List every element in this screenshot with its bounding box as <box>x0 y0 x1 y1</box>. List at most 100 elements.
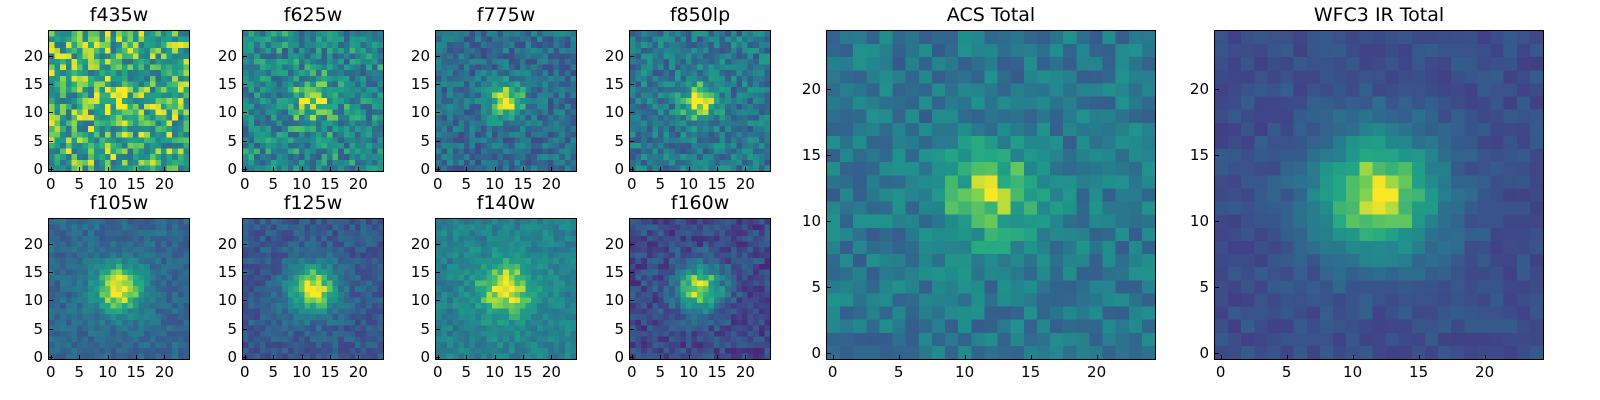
x-tick-label: 5 <box>74 363 85 381</box>
x-tick-label: 5 <box>893 363 904 381</box>
x-tick-label: 10 <box>1343 363 1363 381</box>
x-tick-label: 5 <box>1281 363 1292 381</box>
x-tick-mark <box>745 167 747 171</box>
y-tick-label: 0 <box>614 160 624 179</box>
y-tick-mark <box>49 55 53 57</box>
y-tick-mark <box>436 169 440 171</box>
y-tick-mark <box>49 243 53 245</box>
y-tick-label: 5 <box>33 319 43 338</box>
x-tick-label: 20 <box>348 175 368 193</box>
x-tick-label: 0 <box>827 363 838 381</box>
heatmap-image <box>436 219 576 359</box>
panel-title: f625w <box>283 4 343 26</box>
y-tick-label: 20 <box>604 46 624 65</box>
panel-title: f435w <box>89 4 149 26</box>
x-tick-mark <box>688 355 690 359</box>
x-tick-mark <box>1220 355 1222 359</box>
panel-f105w: f105w 0 5 10 15 20 0 5 10 15 20 <box>24 192 190 381</box>
y-tick-label: 0 <box>420 160 430 179</box>
panel-title: ACS Total <box>946 4 1036 26</box>
y-tick-label: 10 <box>604 291 624 310</box>
heatmap-image <box>49 219 189 359</box>
y-tick-label: 0 <box>33 160 43 179</box>
x-tick-mark <box>523 167 525 171</box>
heatmap-image <box>827 31 1155 359</box>
x-tick-mark <box>898 355 900 359</box>
x-tick-label: 20 <box>1087 363 1107 381</box>
y-tick-mark <box>243 300 247 302</box>
heatmap-image <box>49 31 189 171</box>
panel-f435w: f435w 0 5 10 15 20 0 5 10 15 20 <box>24 4 190 193</box>
x-tick-label: 10 <box>485 363 505 381</box>
panel-acs-total: ACS Total 0 5 10 15 20 0 5 10 15 20 <box>802 4 1156 381</box>
x-tick-mark <box>717 355 719 359</box>
x-tick-label: 0 <box>240 363 250 381</box>
x-tick-mark <box>358 167 360 171</box>
x-tick-mark <box>631 167 633 171</box>
x-tick-label: 0 <box>46 175 56 193</box>
y-tick-label: 5 <box>227 319 237 338</box>
y-tick-mark <box>1215 155 1219 157</box>
heatmap-plot <box>242 30 384 172</box>
x-tick-mark <box>301 355 303 359</box>
y-tick-label: 20 <box>410 46 430 65</box>
y-tick-mark <box>436 271 440 273</box>
y-tick-label: 10 <box>1189 212 1209 231</box>
x-tick-mark <box>164 355 166 359</box>
y-tick-mark <box>243 140 247 142</box>
y-tick-label: 20 <box>217 234 237 253</box>
x-tick-label: 15 <box>707 363 727 381</box>
y-tick-mark <box>49 300 53 302</box>
panel-title: f850lp <box>669 4 731 26</box>
y-tick-mark <box>243 328 247 330</box>
heatmap-image <box>436 31 576 171</box>
x-tick-mark <box>717 167 719 171</box>
x-tick-mark <box>1484 355 1486 359</box>
x-tick-mark <box>523 355 525 359</box>
y-tick-mark <box>1215 353 1219 355</box>
heatmap-plot <box>435 218 577 360</box>
x-tick-mark <box>50 355 52 359</box>
x-tick-label: 0 <box>46 363 56 381</box>
x-tick-label: 10 <box>955 363 975 381</box>
y-tick-mark <box>49 271 53 273</box>
y-tick-mark <box>630 55 634 57</box>
y-tick-mark <box>49 169 53 171</box>
y-tick-label: 15 <box>410 262 430 281</box>
x-tick-mark <box>1286 355 1288 359</box>
x-tick-mark <box>107 355 109 359</box>
heatmap-plot <box>629 30 771 172</box>
y-tick-mark <box>243 55 247 57</box>
x-tick-mark <box>660 355 662 359</box>
x-tick-mark <box>466 355 468 359</box>
y-tick-mark <box>630 243 634 245</box>
y-tick-label: 0 <box>614 348 624 367</box>
y-tick-mark <box>630 112 634 114</box>
x-tick-label: 15 <box>320 175 340 193</box>
y-tick-mark <box>243 83 247 85</box>
x-tick-mark <box>660 167 662 171</box>
x-tick-label: 20 <box>1475 363 1495 381</box>
x-tick-mark <box>1096 355 1098 359</box>
y-tick-label: 10 <box>217 291 237 310</box>
y-tick-label: 5 <box>614 319 624 338</box>
x-tick-label: 5 <box>74 175 85 193</box>
y-tick-label: 15 <box>801 146 821 165</box>
y-tick-mark <box>827 353 831 355</box>
y-tick-mark <box>436 357 440 359</box>
y-tick-label: 15 <box>23 74 43 93</box>
panel-f625w: f625w 0 5 10 15 20 0 5 10 15 20 <box>218 4 384 193</box>
heatmap-plot <box>242 218 384 360</box>
panel-f140w: f140w 0 5 10 15 20 0 5 10 15 20 <box>411 192 577 381</box>
panel-title: f140w <box>476 192 536 214</box>
y-tick-mark <box>436 83 440 85</box>
x-tick-mark <box>437 167 439 171</box>
y-tick-label: 0 <box>227 160 237 179</box>
x-tick-mark <box>79 355 81 359</box>
y-tick-label: 20 <box>217 46 237 65</box>
heatmap-plot <box>1214 30 1544 360</box>
x-tick-mark <box>136 355 138 359</box>
y-tick-label: 20 <box>1189 80 1209 99</box>
y-tick-mark <box>243 357 247 359</box>
